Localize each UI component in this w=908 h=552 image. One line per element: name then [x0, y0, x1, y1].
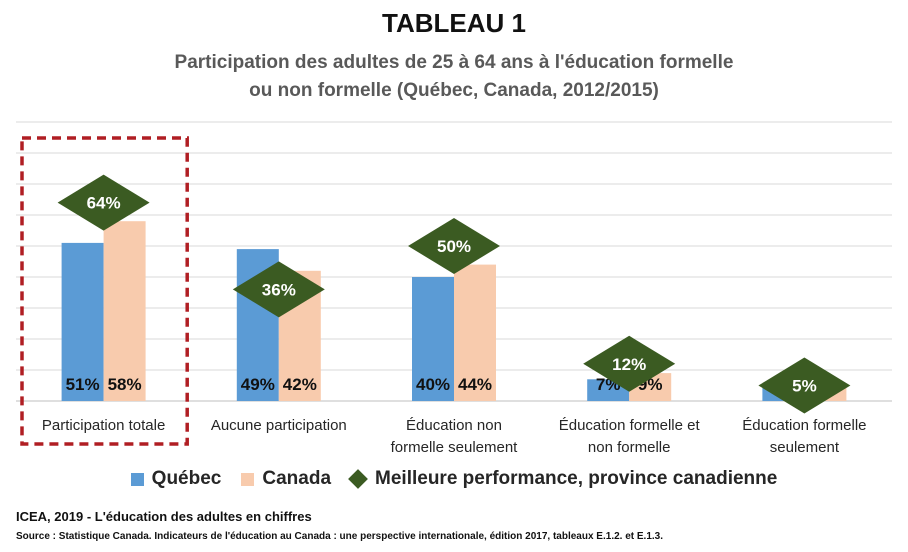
data-label-canada: 58%: [108, 375, 142, 394]
category-label: Participation totale: [42, 417, 165, 434]
marker-best-diamond: [583, 335, 676, 392]
data-label-best: 5%: [792, 377, 817, 396]
chart-subtitle-line2: ou non formelle (Québec, Canada, 2012/20…: [249, 80, 659, 101]
legend-item-canada: Canada: [241, 468, 331, 490]
chart-subtitle-line1: Participation des adultes de 25 à 64 ans…: [174, 52, 734, 73]
legend-swatch-quebec: [130, 472, 144, 486]
chart-legend: Québec Canada Meilleure performance, pro…: [0, 468, 908, 490]
legend-item-quebec: Québec: [130, 468, 222, 490]
data-label-canada: 44%: [458, 375, 492, 394]
bar-chart: 51% 58% 64% Participation totale 49% 42% 36% Au…: [16, 121, 892, 456]
data-label-quebec: 49%: [241, 375, 275, 394]
bar-canada: [103, 221, 146, 401]
category-label: non formelle: [588, 439, 671, 456]
category-label: Éducation formelle: [742, 417, 866, 434]
marker-best-diamond: [232, 261, 325, 318]
category-label: Aucune participation: [211, 417, 347, 434]
data-label-best: 36%: [262, 280, 296, 299]
bar-canada: [454, 264, 496, 401]
category-label: Éducation non: [406, 417, 502, 434]
legend-label-canada: Canada: [262, 468, 332, 489]
category-label: formelle seulement: [391, 439, 519, 456]
bar-quebec: [61, 242, 104, 401]
highlight-box: [20, 136, 189, 446]
footer-credit: ICEA, 2019 - L'éducation des adultes en …: [16, 509, 312, 524]
data-label-canada: 42%: [283, 375, 317, 394]
legend-item-best: Meilleure performance, province canadien…: [348, 468, 778, 490]
legend-diamond-icon: [348, 469, 368, 489]
data-label-best: 12%: [612, 355, 646, 374]
category-label: Éducation formelle et: [559, 417, 701, 434]
marker-best-diamond: [758, 357, 851, 414]
data-label-best: 64%: [87, 194, 121, 213]
legend-label-best: Meilleure performance, province canadien…: [375, 468, 778, 489]
bar-quebec: [412, 277, 454, 401]
marker-best-diamond: [408, 218, 500, 274]
data-label-quebec: 51%: [66, 375, 100, 394]
data-label-quebec: 40%: [416, 375, 450, 394]
legend-label-quebec: Québec: [151, 468, 222, 489]
legend-swatch-canada: [241, 472, 255, 486]
data-label-best: 50%: [437, 237, 471, 256]
footer-source: Source : Statistique Canada. Indicateurs…: [16, 531, 664, 542]
marker-best-diamond: [57, 174, 150, 231]
category-label: seulement: [770, 439, 840, 456]
chart-title: TABLEAU 1: [382, 8, 526, 38]
